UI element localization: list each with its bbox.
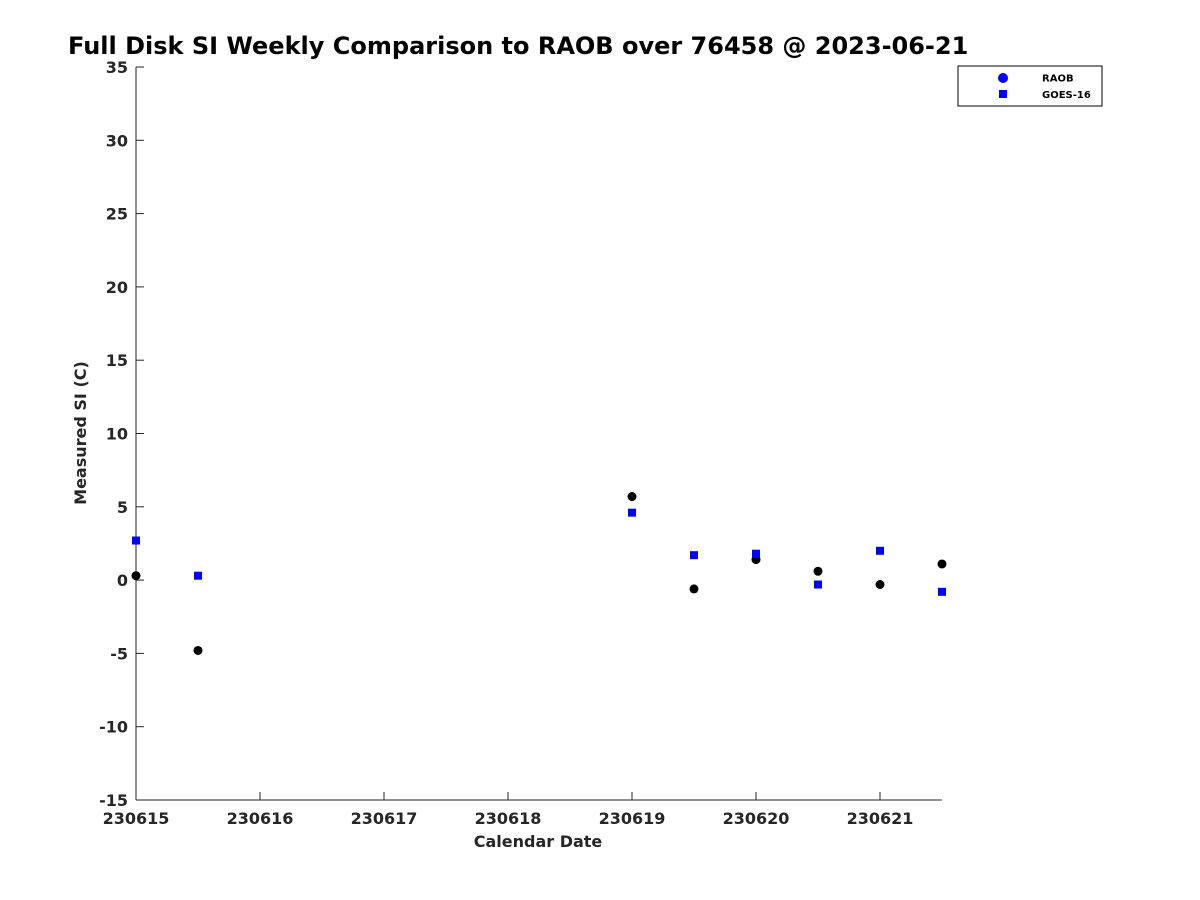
y-axis-label: Measured SI (C) (71, 361, 90, 505)
y-tick-label: 25 (106, 205, 128, 224)
y-axis-ticks: 35 30 25 20 15 10 5 0 -5 -10 -15 (99, 58, 144, 810)
y-tick-label: 0 (117, 571, 128, 590)
goes-16-point (876, 546, 884, 555)
axes (135, 67, 942, 801)
raob-point (193, 645, 203, 655)
y-tick-label: 30 (106, 131, 128, 150)
legend-box (957, 65, 1103, 107)
raob-point (689, 584, 699, 594)
legend-raob-label: RAOB (1042, 74, 1074, 85)
y-tick-label: -5 (110, 644, 128, 663)
plot-points (131, 492, 947, 655)
goes-16-point (628, 508, 636, 517)
goes-16-point (938, 587, 946, 596)
x-tick-label: 230621 (847, 809, 914, 828)
y-tick-label: 15 (106, 351, 128, 370)
y-tick-label: 10 (106, 425, 128, 444)
x-tick-label: 230620 (723, 809, 790, 828)
raob-point (813, 566, 823, 576)
y-tick-label: 20 (106, 278, 128, 297)
raob-point (875, 579, 885, 589)
goes-16-point (814, 580, 822, 589)
goes-16-point (132, 536, 140, 545)
x-axis-ticks: 230615 230616 230617 230618 230619 230620 2306… (103, 792, 914, 828)
raob-point (627, 492, 637, 502)
goes-16-point (752, 549, 760, 558)
x-tick-label: 230618 (475, 809, 542, 828)
x-tick-label: 230617 (351, 809, 418, 828)
y-tick-label: 35 (106, 58, 128, 77)
raob-point (937, 559, 947, 569)
legend-goes-label: GOES-16 (1042, 90, 1091, 101)
y-tick-label: -15 (99, 791, 128, 810)
goes-16-point (690, 551, 698, 560)
y-tick-label: -10 (99, 718, 128, 737)
chart-title: Full Disk SI Weekly Comparison to RAOB o… (68, 32, 968, 60)
x-axis-label: Calendar Date (474, 832, 603, 851)
x-tick-label: 230619 (599, 809, 666, 828)
legend-goes-marker (999, 90, 1007, 98)
y-tick-label: 5 (117, 498, 128, 517)
x-tick-label: 230616 (227, 809, 294, 828)
x-tick-label: 230615 (103, 809, 170, 828)
raob-point (131, 571, 141, 581)
legend: RAOB GOES-16 (957, 65, 1103, 107)
goes-16-point (194, 571, 202, 580)
legend-raob-marker (998, 73, 1008, 83)
